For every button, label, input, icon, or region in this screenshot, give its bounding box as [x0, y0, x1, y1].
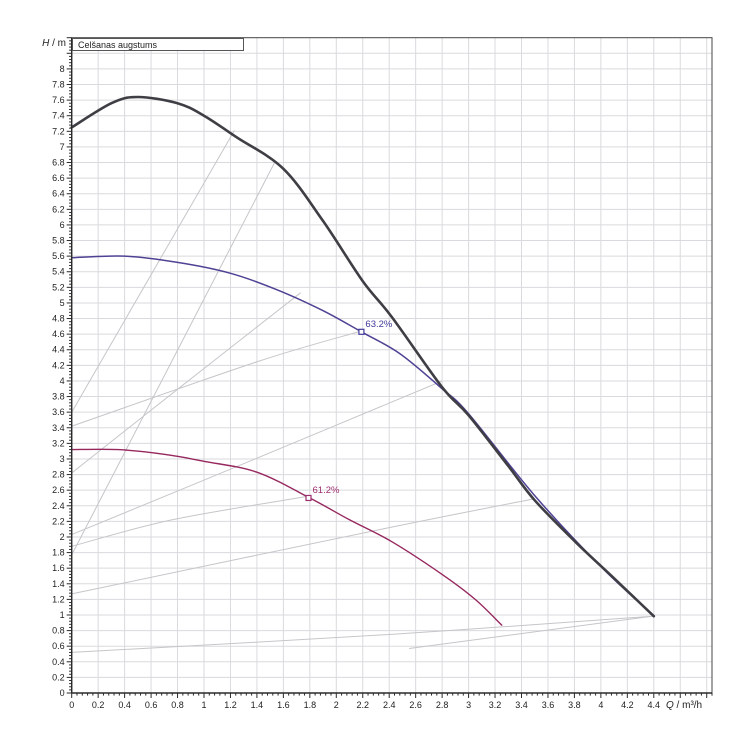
x-tick-label: 1.2: [224, 700, 237, 710]
guide-line-6: [71, 495, 308, 547]
y-tick-label: 0: [60, 688, 65, 698]
x-tick-label: 4.4: [648, 700, 661, 710]
x-tick-label: 3.2: [489, 700, 502, 710]
x-tick-label: 3.8: [568, 700, 581, 710]
x-tick-label: 0: [69, 700, 74, 710]
y-tick-label: 2.6: [52, 485, 65, 495]
x-tick-label: 0.8: [171, 700, 184, 710]
y-tick-label: 5.6: [52, 251, 65, 261]
y-tick-label: 0.2: [52, 672, 65, 682]
x-axis-symbol: Q: [666, 700, 674, 711]
x-tick-label: 1: [201, 700, 206, 710]
y-tick-label: 8: [60, 64, 65, 74]
x-tick-label: 1.4: [251, 700, 264, 710]
x-tick-label: 3: [466, 700, 471, 710]
guide-line-1: [71, 130, 235, 413]
y-tick-label: 5.8: [52, 236, 65, 246]
y-tick-label: 7.4: [52, 111, 65, 121]
y-tick-label: 3.8: [52, 392, 65, 402]
guide-line-9: [408, 615, 653, 649]
y-tick-label: 0.8: [52, 626, 65, 636]
x-tick-label: 2.4: [383, 700, 396, 710]
y-tick-label: 5.2: [52, 282, 65, 292]
y-tick-label: 3.4: [52, 423, 65, 433]
y-tick-label: 7.2: [52, 126, 65, 136]
y-tick-label: 7.6: [52, 95, 65, 105]
x-tick-label: 0.6: [145, 700, 158, 710]
y-tick-label: 1: [60, 610, 65, 620]
duty-point-label: 61.2%: [313, 485, 340, 496]
y-tick-label: 4.6: [52, 329, 65, 339]
y-axis-title: H / m: [0, 38, 66, 50]
x-tick-label: 3.4: [515, 700, 528, 710]
guide-line-4: [71, 330, 362, 427]
y-axis-symbol: H: [42, 38, 50, 49]
x-tick-label: 3.6: [542, 700, 555, 710]
x-tick-label: 0.2: [92, 700, 105, 710]
y-tick-label: 4.8: [52, 314, 65, 324]
y-tick-label: 1.8: [52, 548, 65, 558]
duty-point-label: 63.2%: [365, 319, 392, 330]
y-tick-label: 2.4: [52, 501, 65, 511]
y-tick-label: 7.8: [52, 80, 65, 90]
y-tick-label: 3.2: [52, 438, 65, 448]
y-tick-label: 5.4: [52, 267, 65, 277]
chart-title-box: Celšanas augstums: [72, 38, 244, 51]
x-tick-label: 2: [334, 700, 339, 710]
y-tick-label: 4.4: [52, 345, 65, 355]
y-tick-label: 2: [60, 532, 65, 542]
y-tick-label: 0.6: [52, 641, 65, 651]
y-tick-label: 1.4: [52, 579, 65, 589]
guide-line-5: [71, 380, 443, 536]
y-tick-label: 3.6: [52, 407, 65, 417]
x-tick-label: 2.2: [356, 700, 369, 710]
duty-point-marker: [358, 328, 365, 335]
x-axis-unit: / m³/h: [673, 700, 703, 711]
y-tick-label: 2.8: [52, 470, 65, 480]
x-tick-label: 2.6: [409, 700, 422, 710]
y-axis-unit: / m: [49, 38, 66, 49]
pump-curve-speed-3-max: [70, 95, 656, 618]
y-tick-label: 6.6: [52, 173, 65, 183]
y-tick-label: 2.2: [52, 516, 65, 526]
guide-line-2: [71, 160, 276, 556]
y-tick-label: 1.2: [52, 594, 65, 604]
guide-line-8: [71, 615, 653, 653]
x-tick-label: 1.6: [277, 700, 290, 710]
y-tick-label: 4.2: [52, 360, 65, 370]
y-tick-label: 1.6: [52, 563, 65, 573]
y-tick-label: 6.4: [52, 189, 65, 199]
x-tick-label: 4: [598, 700, 603, 710]
chart-title: Celšanas augstums: [78, 40, 158, 50]
y-tick-label: 5: [60, 298, 65, 308]
y-tick-label: 0.4: [52, 657, 65, 667]
y-tick-label: 7: [60, 142, 65, 152]
y-tick-label: 4: [60, 376, 65, 386]
guide-line-7: [71, 498, 535, 595]
y-tick-label: 6: [60, 220, 65, 230]
guide-line-3: [71, 292, 301, 474]
y-tick-label: 6.8: [52, 158, 65, 168]
y-tick-label: 6.2: [52, 204, 65, 214]
y-tick-label: 3: [60, 454, 65, 464]
pump-curve-speed-2: [70, 255, 655, 617]
x-tick-label: 4.2: [621, 700, 634, 710]
duty-point-marker: [305, 494, 312, 502]
x-tick-label: 0.4: [118, 700, 131, 710]
x-axis-title: Q / m³/h: [666, 700, 746, 712]
x-tick-label: 1.8: [304, 700, 317, 710]
x-tick-label: 2.8: [436, 700, 449, 710]
